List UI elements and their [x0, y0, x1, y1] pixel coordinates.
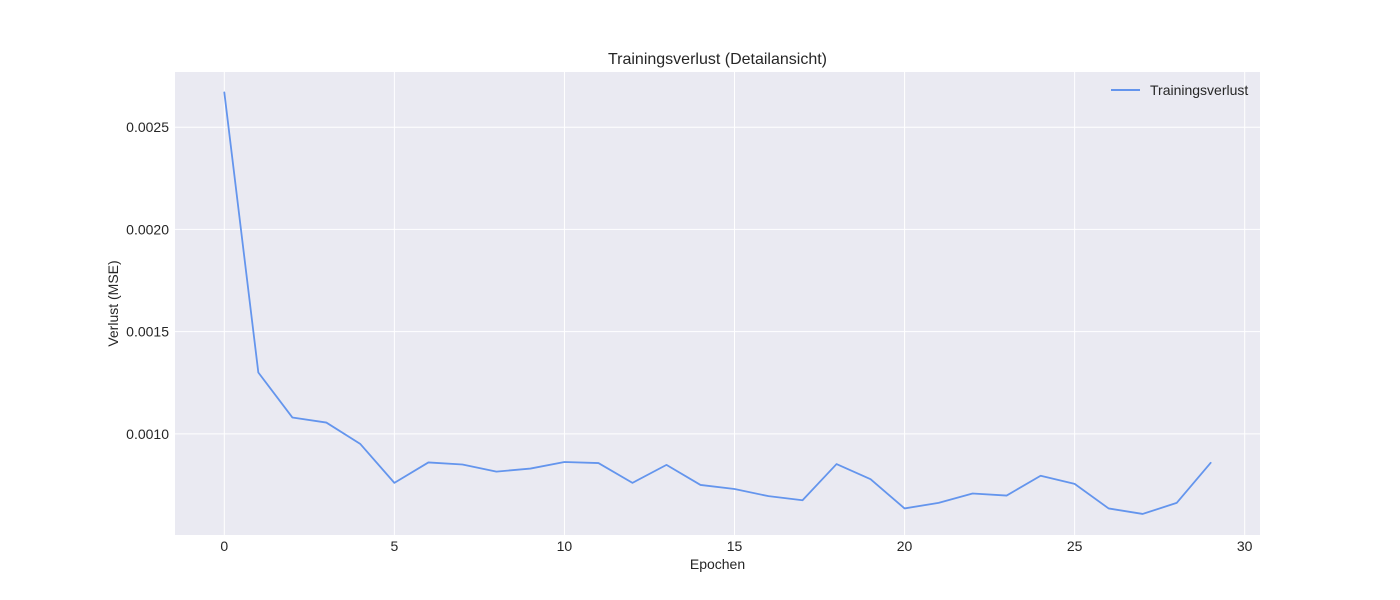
x-tick-label: 20 [897, 538, 913, 554]
plot-area [175, 72, 1260, 535]
x-axis-label: Epochen [690, 556, 745, 572]
y-tick-label: 0.0010 [126, 426, 169, 442]
legend-label-trainingsverlust: Trainingsverlust [1150, 82, 1248, 98]
series-layer [223, 91, 1212, 515]
x-tick-label: 5 [390, 538, 398, 554]
chart-title: Trainingsverlust (Detailansicht) [608, 51, 827, 68]
x-tick-label: 30 [1237, 538, 1253, 554]
y-tick-labels: 0.0010 0.0015 0.0020 0.0025 [126, 119, 169, 442]
x-tick-label: 10 [557, 538, 573, 554]
y-gridlines [175, 126, 1260, 435]
y-tick-label: 0.0015 [126, 324, 169, 340]
x-tick-label: 25 [1067, 538, 1083, 554]
legend: Trainingsverlust [1111, 82, 1248, 98]
y-tick-label: 0.0020 [126, 221, 169, 237]
x-tick-labels: 0 5 10 15 20 25 30 [220, 538, 1252, 554]
y-axis-label: Verlust (MSE) [105, 260, 121, 346]
series-line-trainingsverlust [223, 91, 1212, 515]
x-tick-label: 15 [727, 538, 743, 554]
x-gridlines [223, 72, 1246, 535]
y-tick-label: 0.0025 [126, 119, 169, 135]
x-tick-label: 0 [220, 538, 228, 554]
